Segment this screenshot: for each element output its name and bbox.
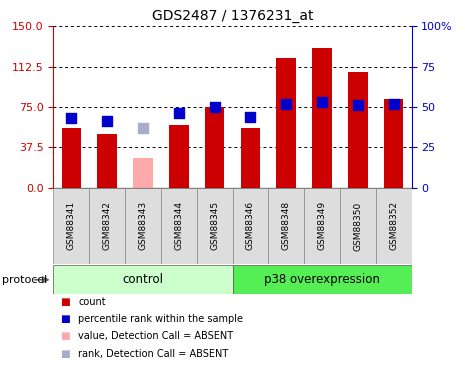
Bar	[232, 265, 412, 294]
Point	[175, 110, 182, 116]
Bar	[53, 265, 232, 294]
Text: percentile rank within the sample: percentile rank within the sample	[78, 314, 243, 324]
Bar	[376, 188, 412, 264]
Text: GSM88343: GSM88343	[139, 201, 147, 250]
Bar	[61, 128, 81, 188]
Text: GSM88352: GSM88352	[389, 201, 398, 250]
Bar	[89, 188, 125, 264]
Bar	[169, 125, 189, 188]
Text: GSM88349: GSM88349	[318, 201, 326, 250]
Bar	[125, 188, 161, 264]
Bar	[348, 72, 368, 188]
Bar	[276, 58, 296, 188]
Bar	[304, 188, 340, 264]
Text: GSM88344: GSM88344	[174, 201, 183, 250]
Text: control: control	[122, 273, 164, 286]
Text: count: count	[78, 297, 106, 307]
Text: GSM88350: GSM88350	[353, 201, 362, 250]
Point	[139, 125, 146, 131]
Text: rank, Detection Call = ABSENT: rank, Detection Call = ABSENT	[78, 349, 228, 358]
Text: protocol: protocol	[2, 275, 47, 285]
Bar	[161, 188, 197, 264]
Point	[318, 99, 325, 105]
Bar	[384, 99, 404, 188]
Text: GSM88346: GSM88346	[246, 201, 255, 250]
Point	[103, 118, 111, 124]
Text: GSM88341: GSM88341	[67, 201, 76, 250]
Text: ■: ■	[60, 349, 70, 358]
Bar	[340, 188, 376, 264]
Point	[282, 100, 290, 106]
Bar	[53, 188, 89, 264]
Bar	[97, 134, 117, 188]
Text: GSM88348: GSM88348	[282, 201, 291, 250]
Bar	[312, 48, 332, 188]
Text: ■: ■	[60, 297, 70, 307]
Bar	[133, 159, 153, 188]
Point	[211, 104, 218, 110]
Bar	[197, 188, 232, 264]
Point	[354, 102, 361, 108]
Text: GDS2487 / 1376231_at: GDS2487 / 1376231_at	[152, 9, 313, 23]
Bar	[240, 128, 260, 188]
Text: p38 overexpression: p38 overexpression	[264, 273, 380, 286]
Text: GSM88345: GSM88345	[210, 201, 219, 250]
Point	[246, 114, 254, 120]
Bar	[268, 188, 304, 264]
Bar	[232, 188, 268, 264]
Point	[67, 115, 75, 121]
Text: GSM88342: GSM88342	[103, 201, 112, 250]
Text: ■: ■	[60, 314, 70, 324]
Point	[390, 100, 397, 106]
Bar	[205, 107, 225, 188]
Text: value, Detection Call = ABSENT: value, Detection Call = ABSENT	[78, 332, 233, 341]
Text: ■: ■	[60, 332, 70, 341]
